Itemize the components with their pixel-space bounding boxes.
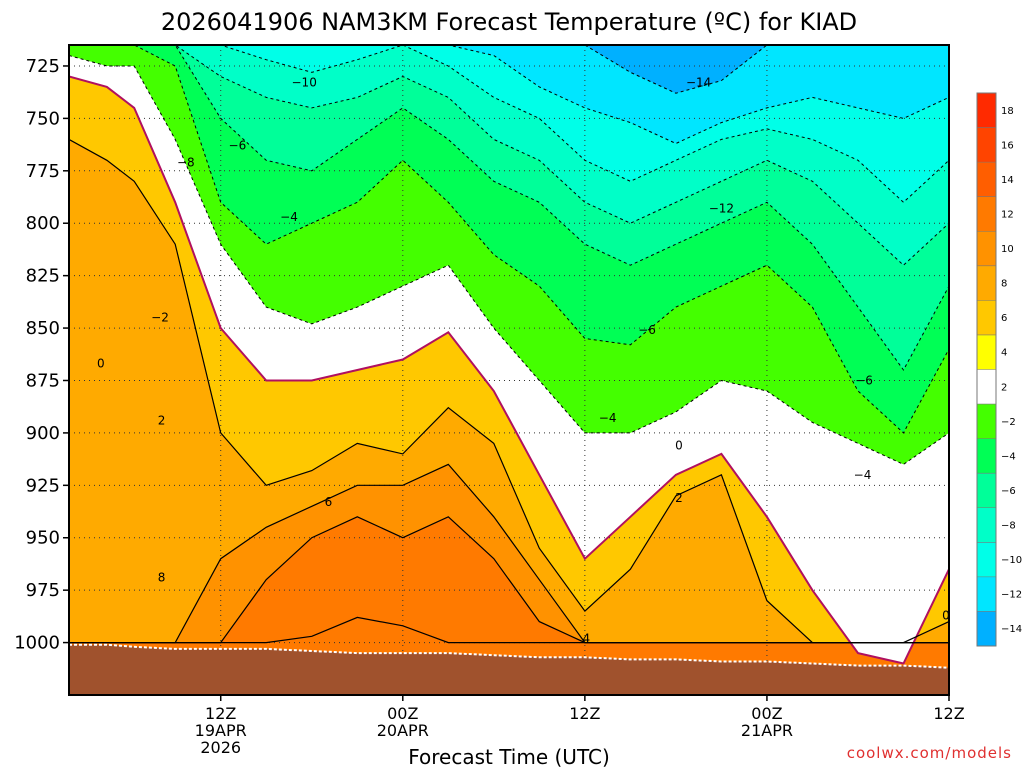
colorbar-tick-label: 4: [1001, 348, 1007, 359]
contour-label: 0: [97, 357, 105, 371]
colorbar-tick-label: 16: [1001, 140, 1014, 151]
contour-label: −14: [686, 76, 711, 90]
x-tick-label: 00Z: [387, 704, 418, 723]
y-tick-label: 750: [26, 108, 60, 129]
band-above--14: [69, 45, 949, 94]
y-tick-label: 725: [26, 56, 60, 77]
y-tick-label: 775: [26, 161, 60, 182]
isotherm-8: [69, 616, 949, 644]
colorbar-swatch: [977, 196, 996, 232]
y-tick-label: 925: [26, 475, 60, 496]
colorbar-tick-label: 2: [1001, 382, 1007, 393]
y-tick-label: 900: [26, 423, 60, 444]
colorbar-tick-label: −6: [1001, 486, 1016, 497]
y-tick-label: 850: [26, 318, 60, 339]
colorbar-tick-label: 6: [1001, 313, 1007, 324]
colorbar-tick-label: 12: [1001, 210, 1014, 221]
plot-frame: [68, 44, 950, 696]
x-tick-label: 12Z: [569, 704, 600, 723]
x-tick-label: 12Z: [933, 704, 964, 723]
surface-line: [69, 643, 949, 669]
colorbar-swatch: [977, 507, 996, 543]
isotherm--4: [69, 45, 949, 434]
x-tick-label: 20APR: [377, 721, 429, 740]
contour-label: 0: [942, 608, 950, 622]
colorbar-swatch: [977, 300, 996, 336]
y-tick-label: 825: [26, 266, 60, 287]
contour-label: 2: [675, 491, 683, 505]
colorbar-tick-label: 10: [1001, 244, 1014, 255]
y-tick-label: 800: [26, 213, 60, 234]
colorbar-swatch: [977, 438, 996, 474]
colorbar-swatch: [977, 611, 996, 647]
colorbar-tick-label: −10: [1001, 555, 1022, 566]
colorbar-tick-label: 8: [1001, 279, 1007, 290]
y-tick-label: 1000: [14, 633, 60, 654]
isotherm-0: [69, 75, 949, 665]
colorbar: 18 16 14 12 10 8 6 4 2 −2 −4 −6 −8 −10 −12 −14: [976, 92, 1022, 647]
colorbar-tick-label: −4: [1001, 451, 1016, 462]
y-tick-label: 875: [26, 370, 60, 391]
contour-label: −4: [599, 411, 617, 425]
ground-below-surface: [69, 643, 949, 695]
contour-label: −4: [280, 210, 298, 224]
colorbar-swatch: [977, 265, 996, 301]
colorbar-swatch: [977, 127, 996, 163]
temperature-bands: [69, 45, 949, 695]
contour-label: 8: [158, 571, 166, 585]
contour-label: 2: [158, 413, 166, 427]
colorbar-swatch: [977, 334, 996, 370]
colorbar-swatch: [977, 369, 996, 405]
colorbar-swatch: [977, 576, 996, 612]
y-axis-ticks: 725 750 775 800 825 850 875 900 925 950 975 1000: [14, 56, 69, 654]
isotherm-contours: [69, 45, 949, 665]
colorbar-tick-label: −2: [1001, 417, 1016, 428]
colorbar-swatch: [977, 542, 996, 578]
contour-label: 6: [325, 495, 333, 509]
ground-fill: [69, 644, 949, 695]
contour-label: 0: [675, 438, 683, 452]
contour-label: −10: [292, 76, 317, 90]
contour-label: −4: [854, 468, 872, 482]
x-tick-label: 21APR: [741, 721, 793, 740]
isotherm--2: [69, 55, 949, 465]
y-tick-label: 975: [26, 580, 60, 601]
isotherm--6: [69, 45, 949, 371]
colorbar-tick-label: −12: [1001, 590, 1022, 601]
colorbar-tick-label: −8: [1001, 521, 1016, 532]
x-tick-label: 12Z: [205, 704, 236, 723]
isotherm--10: [69, 45, 949, 203]
colorbar-tick-label: 14: [1001, 175, 1014, 186]
contour-label: −6: [638, 323, 656, 337]
colorbar-swatch: [977, 93, 996, 128]
contour-label: −12: [709, 202, 734, 216]
contour-labels: −10 −14 −8 −6 −12 −4 −2 −6 0 −6 2 −4 −4 0 2 6 8 0 4: [97, 76, 950, 646]
colorbar-tick-label: −14: [1001, 624, 1022, 635]
colorbar-swatch: [977, 231, 996, 267]
colorbar-swatch: [977, 473, 996, 509]
x-axis-label: Forecast Time (UTC): [408, 745, 610, 768]
contour-label: −2: [151, 311, 169, 325]
credit-text: coolwx.com/models: [847, 744, 1012, 762]
x-tick-label: 00Z: [751, 704, 782, 723]
colorbar-swatch: [977, 162, 996, 198]
x-tick-label: 2026: [200, 738, 241, 757]
chart-title: 2026041906 NAM3KM Forecast Temperature (…: [161, 8, 857, 36]
x-tick-label: 19APR: [195, 721, 247, 740]
contour-label: −6: [855, 373, 873, 387]
colorbar-swatch: [977, 404, 996, 440]
y-tick-label: 950: [26, 528, 60, 549]
colorbar-tick-label: 18: [1001, 106, 1014, 117]
contour-label: −8: [177, 155, 195, 169]
contour-label: −6: [229, 139, 247, 153]
contour-label: 4: [583, 631, 591, 645]
isotherm--8: [69, 45, 949, 266]
